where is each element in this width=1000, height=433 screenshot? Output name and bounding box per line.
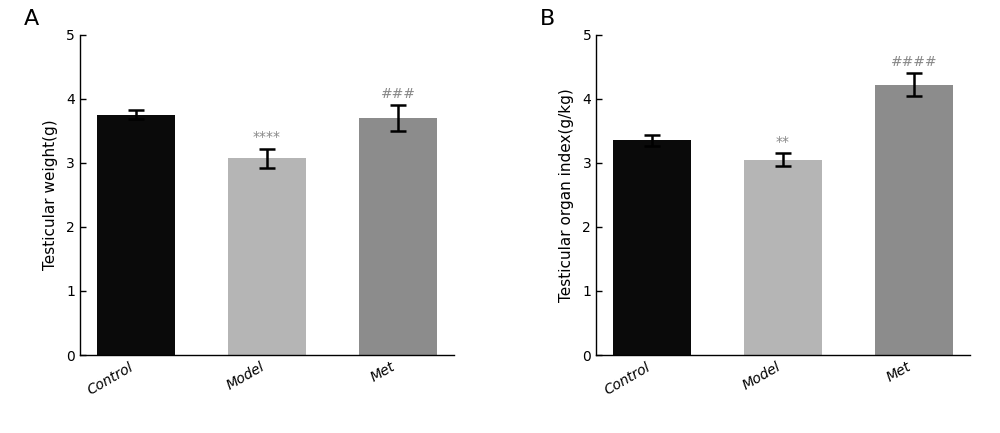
Bar xyxy=(97,115,175,355)
Bar xyxy=(613,140,691,355)
Text: ****: **** xyxy=(253,130,281,144)
Text: ###: ### xyxy=(380,87,415,100)
Y-axis label: Testicular weight(g): Testicular weight(g) xyxy=(43,120,58,270)
Y-axis label: Testicular organ index(g/kg): Testicular organ index(g/kg) xyxy=(559,88,574,302)
Bar xyxy=(875,84,953,355)
Bar xyxy=(228,158,306,355)
Bar xyxy=(744,160,822,355)
Bar xyxy=(359,118,437,355)
Text: ####: #### xyxy=(891,55,937,68)
Text: **: ** xyxy=(776,135,790,149)
Text: B: B xyxy=(540,9,555,29)
Text: A: A xyxy=(24,9,39,29)
